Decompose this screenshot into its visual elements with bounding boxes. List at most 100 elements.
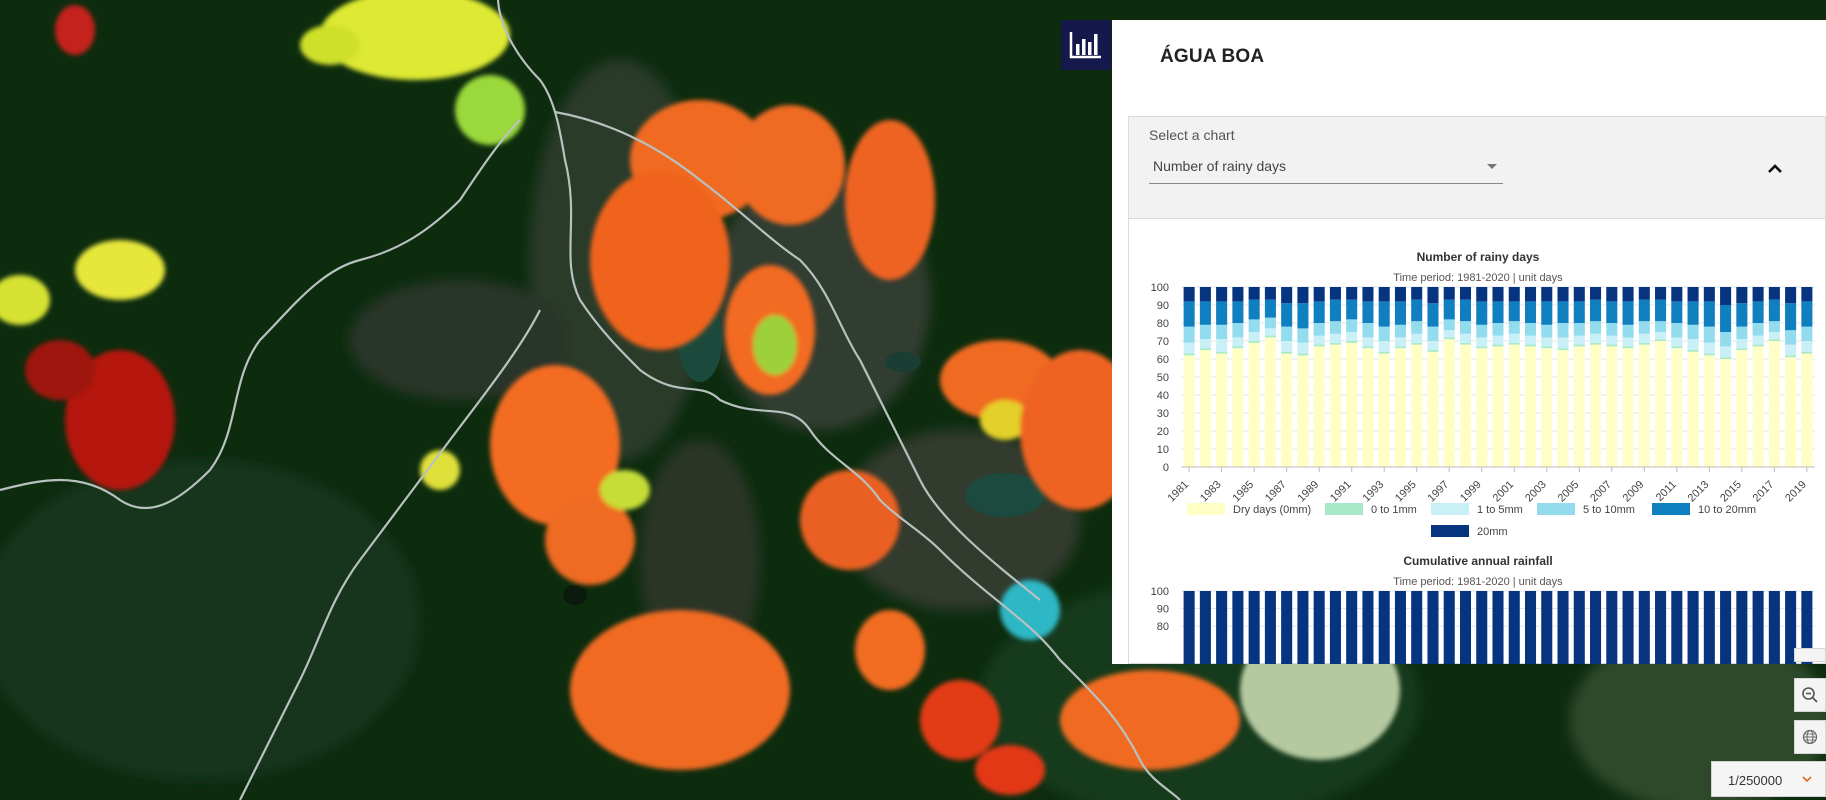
x-tick-label: 2015 <box>1718 479 1744 505</box>
bar-segment <box>1443 339 1455 467</box>
bar-segment <box>1216 287 1228 302</box>
x-tick-label: 2019 <box>1783 479 1809 505</box>
bar <box>1622 591 1634 664</box>
bar-segment <box>1557 348 1569 350</box>
bar-segment <box>1801 301 1813 327</box>
bar-segment <box>1394 346 1406 349</box>
y-tick-label: 90 <box>1157 604 1169 616</box>
chart-select-dropdown[interactable]: Number of rainy days <box>1149 149 1503 184</box>
bar-segment <box>1590 342 1602 345</box>
bar-segment <box>1378 287 1390 302</box>
bar-segment <box>1768 339 1780 341</box>
bar-segment <box>1492 344 1504 347</box>
bar <box>1427 591 1439 664</box>
bar-segment <box>1573 346 1585 467</box>
bar-segment <box>1720 332 1732 347</box>
bar-segment <box>1264 337 1276 467</box>
bar-segment <box>1541 348 1553 467</box>
zoom-out-button[interactable] <box>1794 678 1826 712</box>
bar-segment <box>1329 321 1341 334</box>
chart-panel-toggle-button[interactable] <box>1061 20 1111 70</box>
y-tick-label: 80 <box>1157 318 1169 330</box>
bar <box>1459 591 1472 664</box>
legend-swatch <box>1652 503 1690 515</box>
bar-segment <box>1199 350 1211 467</box>
y-tick-label: 80 <box>1157 621 1169 633</box>
bar-segment <box>1476 301 1488 325</box>
bar-segment <box>1687 324 1699 340</box>
y-tick-label: 100 <box>1151 586 1169 598</box>
bar-segment <box>1671 301 1683 323</box>
bar-segment <box>1459 342 1472 345</box>
bar-segment <box>1801 287 1813 302</box>
bar-chart-icon <box>1069 32 1101 59</box>
x-tick-label: 1989 <box>1296 479 1322 505</box>
x-tick-label: 1987 <box>1263 479 1289 505</box>
bar-segment <box>1443 287 1455 300</box>
select-chart-label: Select a chart <box>1149 127 1235 143</box>
bar-segment <box>1378 351 1390 354</box>
bar <box>1801 591 1813 664</box>
bar-segment <box>1297 328 1309 343</box>
bar-segment <box>1199 287 1211 302</box>
bar <box>1736 591 1748 664</box>
bar-segment <box>1671 323 1683 338</box>
bar-segment <box>1183 342 1195 354</box>
collapse-button[interactable] <box>1765 159 1785 179</box>
bar <box>1232 591 1244 664</box>
bar-segment <box>1183 326 1195 343</box>
bar-segment <box>1736 339 1748 349</box>
bar-segment <box>1785 330 1797 345</box>
bar-segment <box>1671 348 1683 467</box>
bar-segment <box>1508 333 1520 343</box>
zoom-in-button[interactable] <box>1794 648 1826 662</box>
bar-segment <box>1378 353 1390 467</box>
bar-segment <box>1524 335 1537 345</box>
panel-title: ÁGUA BOA <box>1160 46 1265 67</box>
bar-segment <box>1199 301 1211 325</box>
bar-segment <box>1362 346 1374 349</box>
bar-segment <box>1606 335 1618 345</box>
bar-segment <box>1411 344 1423 467</box>
bar-segment <box>1476 348 1488 467</box>
bar-segment <box>1590 299 1602 322</box>
bar-segment <box>1687 351 1699 467</box>
bar-segment <box>1671 287 1683 302</box>
bar-segment <box>1785 357 1797 467</box>
bar <box>1557 591 1569 664</box>
bar-segment <box>1427 351 1439 467</box>
bar-segment <box>1785 355 1797 358</box>
bar-segment <box>1606 287 1618 302</box>
charts-area[interactable]: Number of rainy days Time period: 1981-20… <box>1128 218 1826 664</box>
bar-segment <box>1590 287 1602 300</box>
bar-segment <box>1216 301 1228 325</box>
bar-segment <box>1264 287 1276 300</box>
bar-segment <box>1752 335 1764 345</box>
legend-label: 1 to 5mm <box>1477 504 1523 516</box>
bar <box>1768 591 1780 664</box>
bar-segment <box>1557 287 1569 302</box>
bar-segment <box>1541 346 1553 349</box>
bar-segment <box>1638 299 1650 322</box>
bar-segment <box>1476 346 1488 349</box>
globe-button[interactable] <box>1794 720 1826 754</box>
bar-segment <box>1687 339 1699 350</box>
bar-segment <box>1378 341 1390 352</box>
bar-segment <box>1427 350 1439 352</box>
y-tick-label: 30 <box>1157 408 1169 420</box>
chart-title: Cumulative annual rainfall <box>1403 554 1552 568</box>
bar-segment <box>1346 287 1358 300</box>
map-scale-selector[interactable]: 1/250000 <box>1711 761 1826 797</box>
bar-segment <box>1264 335 1276 338</box>
bar-segment <box>1281 326 1293 341</box>
bar-segment <box>1281 287 1293 304</box>
bar-segment <box>1362 301 1374 323</box>
dropdown-arrow-icon <box>1487 164 1497 169</box>
bar-segment <box>1638 344 1650 467</box>
bar-segment <box>1329 342 1341 345</box>
bar <box>1573 591 1585 664</box>
bar <box>1687 591 1699 664</box>
bar-segment <box>1411 321 1423 334</box>
x-tick-label: 1997 <box>1426 479 1452 505</box>
bar-segment <box>1411 342 1423 345</box>
